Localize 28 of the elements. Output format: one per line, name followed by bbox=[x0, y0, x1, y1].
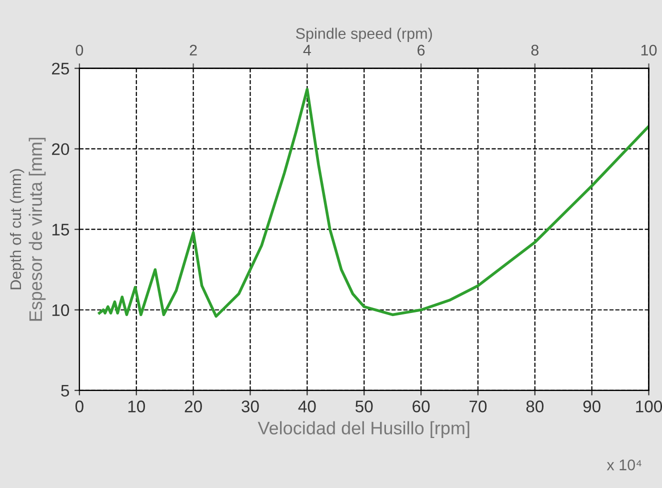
x-tick-label: 100 bbox=[636, 400, 662, 412]
y-axis-title: Espesor de viruta [mm] bbox=[28, 138, 46, 321]
x-tick-label: 0 bbox=[75, 400, 84, 412]
x2-tick-label: 2 bbox=[190, 44, 197, 56]
x-tick-label: 50 bbox=[356, 400, 373, 412]
y-tick-label: 5 bbox=[61, 384, 70, 397]
y-tick-label: 15 bbox=[52, 224, 70, 236]
x-tick-label: 90 bbox=[583, 400, 600, 412]
x2-tick-label: 6 bbox=[418, 44, 425, 56]
x2-tick-label: 10 bbox=[641, 44, 657, 56]
y-tick-label: 20 bbox=[52, 143, 70, 156]
x-tick-label: 40 bbox=[298, 400, 316, 412]
x-tick-label: 30 bbox=[242, 400, 259, 412]
y-tick-label: 10 bbox=[52, 304, 70, 316]
x-tick-label: 60 bbox=[412, 400, 430, 412]
x2-axis-title: Spindle speed (rpm) bbox=[296, 28, 432, 42]
x-tick-label: 10 bbox=[128, 400, 145, 412]
y-tick-label: 25 bbox=[52, 62, 70, 75]
line-series bbox=[98, 88, 649, 318]
text: x 10⁴ bbox=[606, 460, 642, 470]
x-axis-title: Velocidad del Husillo [rpm] bbox=[258, 421, 470, 438]
x2-tick-label: 4 bbox=[303, 44, 311, 56]
x-tick-label: 20 bbox=[184, 400, 202, 412]
text: Depth of cut (mm) bbox=[10, 169, 24, 290]
x-tick-label: 70 bbox=[470, 400, 487, 412]
x2-tick-label: 8 bbox=[531, 44, 538, 56]
x-tick-label: 80 bbox=[526, 400, 544, 412]
x2-tick-label: 0 bbox=[76, 44, 84, 56]
